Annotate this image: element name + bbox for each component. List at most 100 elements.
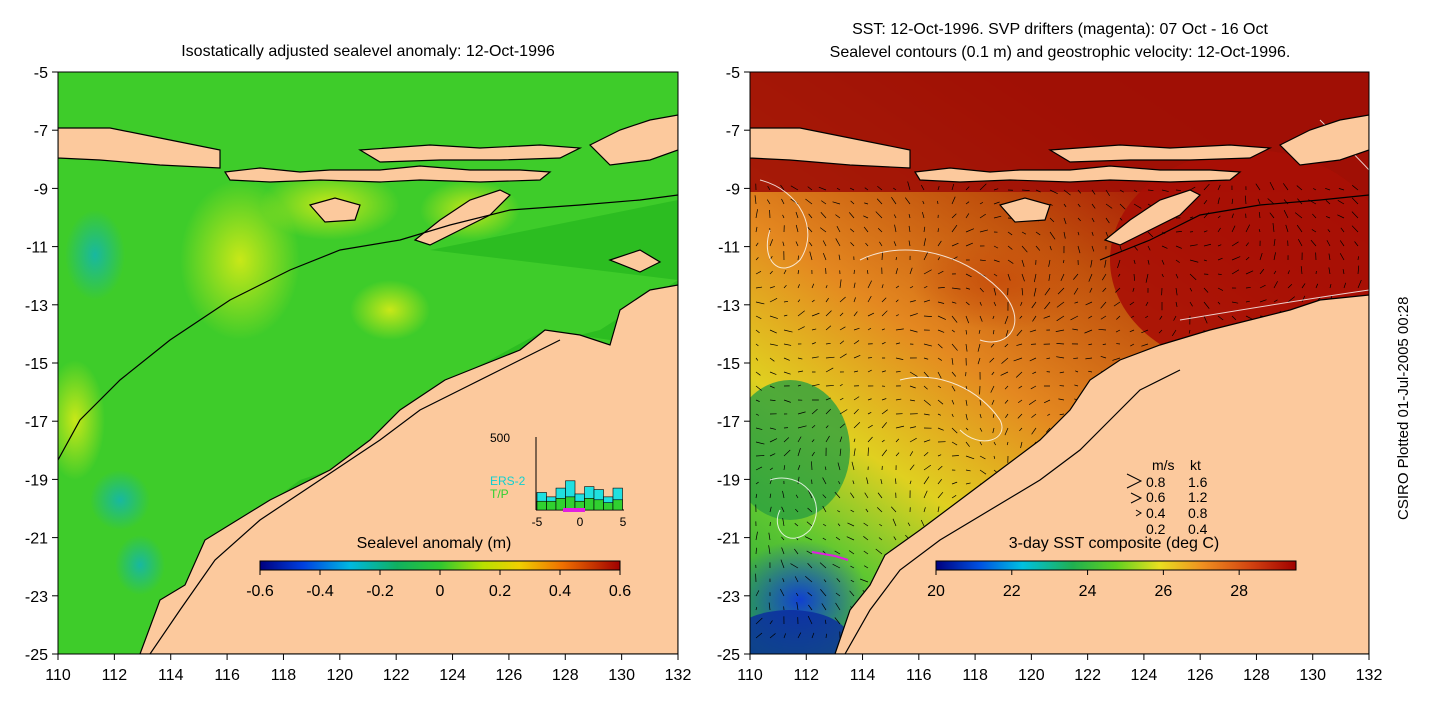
velocity-arrow [1019, 315, 1023, 319]
velocity-arrow [839, 383, 843, 387]
velocity-arrow [781, 547, 785, 555]
velocity-arrow [755, 413, 759, 416]
velocity-arrow [937, 371, 942, 379]
velocity-arrow [767, 186, 771, 191]
velocity-arrow [965, 482, 971, 485]
velocity-arrow [1133, 259, 1136, 264]
right-y-axis: -5 -7 -9 -11 -13 -15 -17 -19 -21 -23 -25 [717, 65, 750, 664]
velocity-arrow [1119, 189, 1124, 193]
velocity-arrow [1018, 385, 1023, 389]
velocity-arrow [1031, 413, 1037, 418]
velocity-arrow [755, 257, 759, 261]
velocity-arrow [1231, 241, 1239, 247]
velocity-arrow [836, 225, 841, 233]
velocity-arrow [863, 522, 869, 527]
velocity-arrow [863, 550, 869, 555]
velocity-arrow [1352, 185, 1359, 191]
left-anomaly-low [65, 210, 125, 300]
velocity-arrow [755, 357, 759, 361]
velocity-arrow [832, 563, 841, 569]
velocity-arrow [893, 536, 897, 541]
velocity-arrow [1004, 399, 1009, 404]
velocity-arrow [805, 198, 813, 205]
velocity-arrow [755, 399, 760, 402]
velocity-arrow [825, 356, 835, 359]
velocity-arrow [1337, 200, 1345, 205]
y-tick-label: -11 [26, 240, 48, 257]
velocity-arrow [937, 270, 944, 275]
velocity-arrow [1085, 357, 1093, 360]
velocity-arrow [1175, 273, 1179, 279]
velocity-arrow [1310, 239, 1317, 247]
velocity-arrow [1273, 281, 1278, 289]
velocity-arrow [853, 448, 856, 457]
left-colorbar-ticks: -0.6 -0.4 -0.2 0 0.2 0.4 0.6 [246, 570, 631, 600]
velocity-arrow [811, 283, 815, 289]
velocity-arrow [769, 620, 773, 625]
y-tick-label: -23 [25, 589, 48, 606]
velocity-arrow [1007, 231, 1013, 236]
velocity-arrow [923, 399, 931, 406]
velocity-arrow [807, 615, 813, 625]
x-tick-label: 130 [1299, 667, 1326, 684]
velocity-arrow [795, 224, 799, 233]
velocity-arrow [808, 604, 813, 611]
x-tick-label: 124 [439, 667, 466, 684]
velocity-arrow [863, 226, 869, 233]
velocity-arrow [908, 225, 911, 233]
velocity-arrow [979, 259, 986, 262]
velocity-arrow [951, 242, 959, 247]
velocity-arrow [881, 422, 887, 429]
velocity-arrow [895, 299, 899, 303]
velocity-arrow [895, 314, 899, 317]
velocity-arrow [769, 371, 777, 375]
velocity-arrow [1203, 287, 1209, 293]
sealevel-contour [859, 249, 1016, 343]
velocity-arrow [1004, 315, 1009, 325]
velocity-arrow [1145, 315, 1149, 319]
velocity-arrow [881, 297, 887, 303]
velocity-arrow [1313, 188, 1317, 191]
velocity-arrow [895, 452, 900, 457]
x-tick-label: 118 [271, 667, 297, 684]
right-flores [1048, 144, 1273, 163]
velocity-arrow [850, 565, 855, 569]
velocity-arrow [1077, 231, 1080, 236]
velocity-arrow [823, 579, 827, 583]
velocity-arrow [821, 200, 827, 205]
x-tick-label: 110 [45, 667, 71, 684]
velocity-arrow [1329, 284, 1332, 289]
velocity-arrow [1189, 244, 1198, 247]
velocity-arrow [783, 300, 789, 303]
velocity-arrow [895, 357, 904, 360]
inset-bars [536, 480, 623, 511]
velocity-arrow [993, 259, 1000, 263]
left-lesser-sunda [223, 165, 552, 183]
velocity-arrow [993, 441, 996, 446]
velocity-arrow [839, 340, 845, 345]
velocity-arrow [797, 632, 802, 639]
x-tick-label: 124 [1131, 667, 1158, 684]
velocity-arrow [768, 545, 771, 555]
velocity-arrow [1257, 198, 1261, 205]
velocity-arrow [769, 427, 776, 430]
velocity-arrow [979, 202, 984, 205]
right-colorbar-scale [935, 560, 1297, 571]
velocity-arrow [865, 508, 869, 513]
velocity-arrow [1056, 343, 1065, 345]
velocity-arrow [1084, 329, 1093, 334]
velocity-arrow [1300, 266, 1303, 275]
velocity-arrow [1217, 197, 1220, 205]
velocity-arrow [1085, 301, 1093, 306]
velocity-arrow [1056, 301, 1065, 308]
velocity-arrow [992, 329, 995, 335]
velocity-arrow [853, 327, 860, 331]
velocity-arrow [769, 329, 777, 334]
velocity-arrow [1055, 329, 1065, 332]
velocity-arrow [1049, 231, 1056, 240]
velocity-arrow [818, 186, 827, 191]
velocity-arrow [1217, 287, 1224, 291]
velocity-arrow [797, 370, 804, 373]
velocity-arrow [909, 399, 915, 402]
velocity-arrow [1020, 441, 1023, 449]
